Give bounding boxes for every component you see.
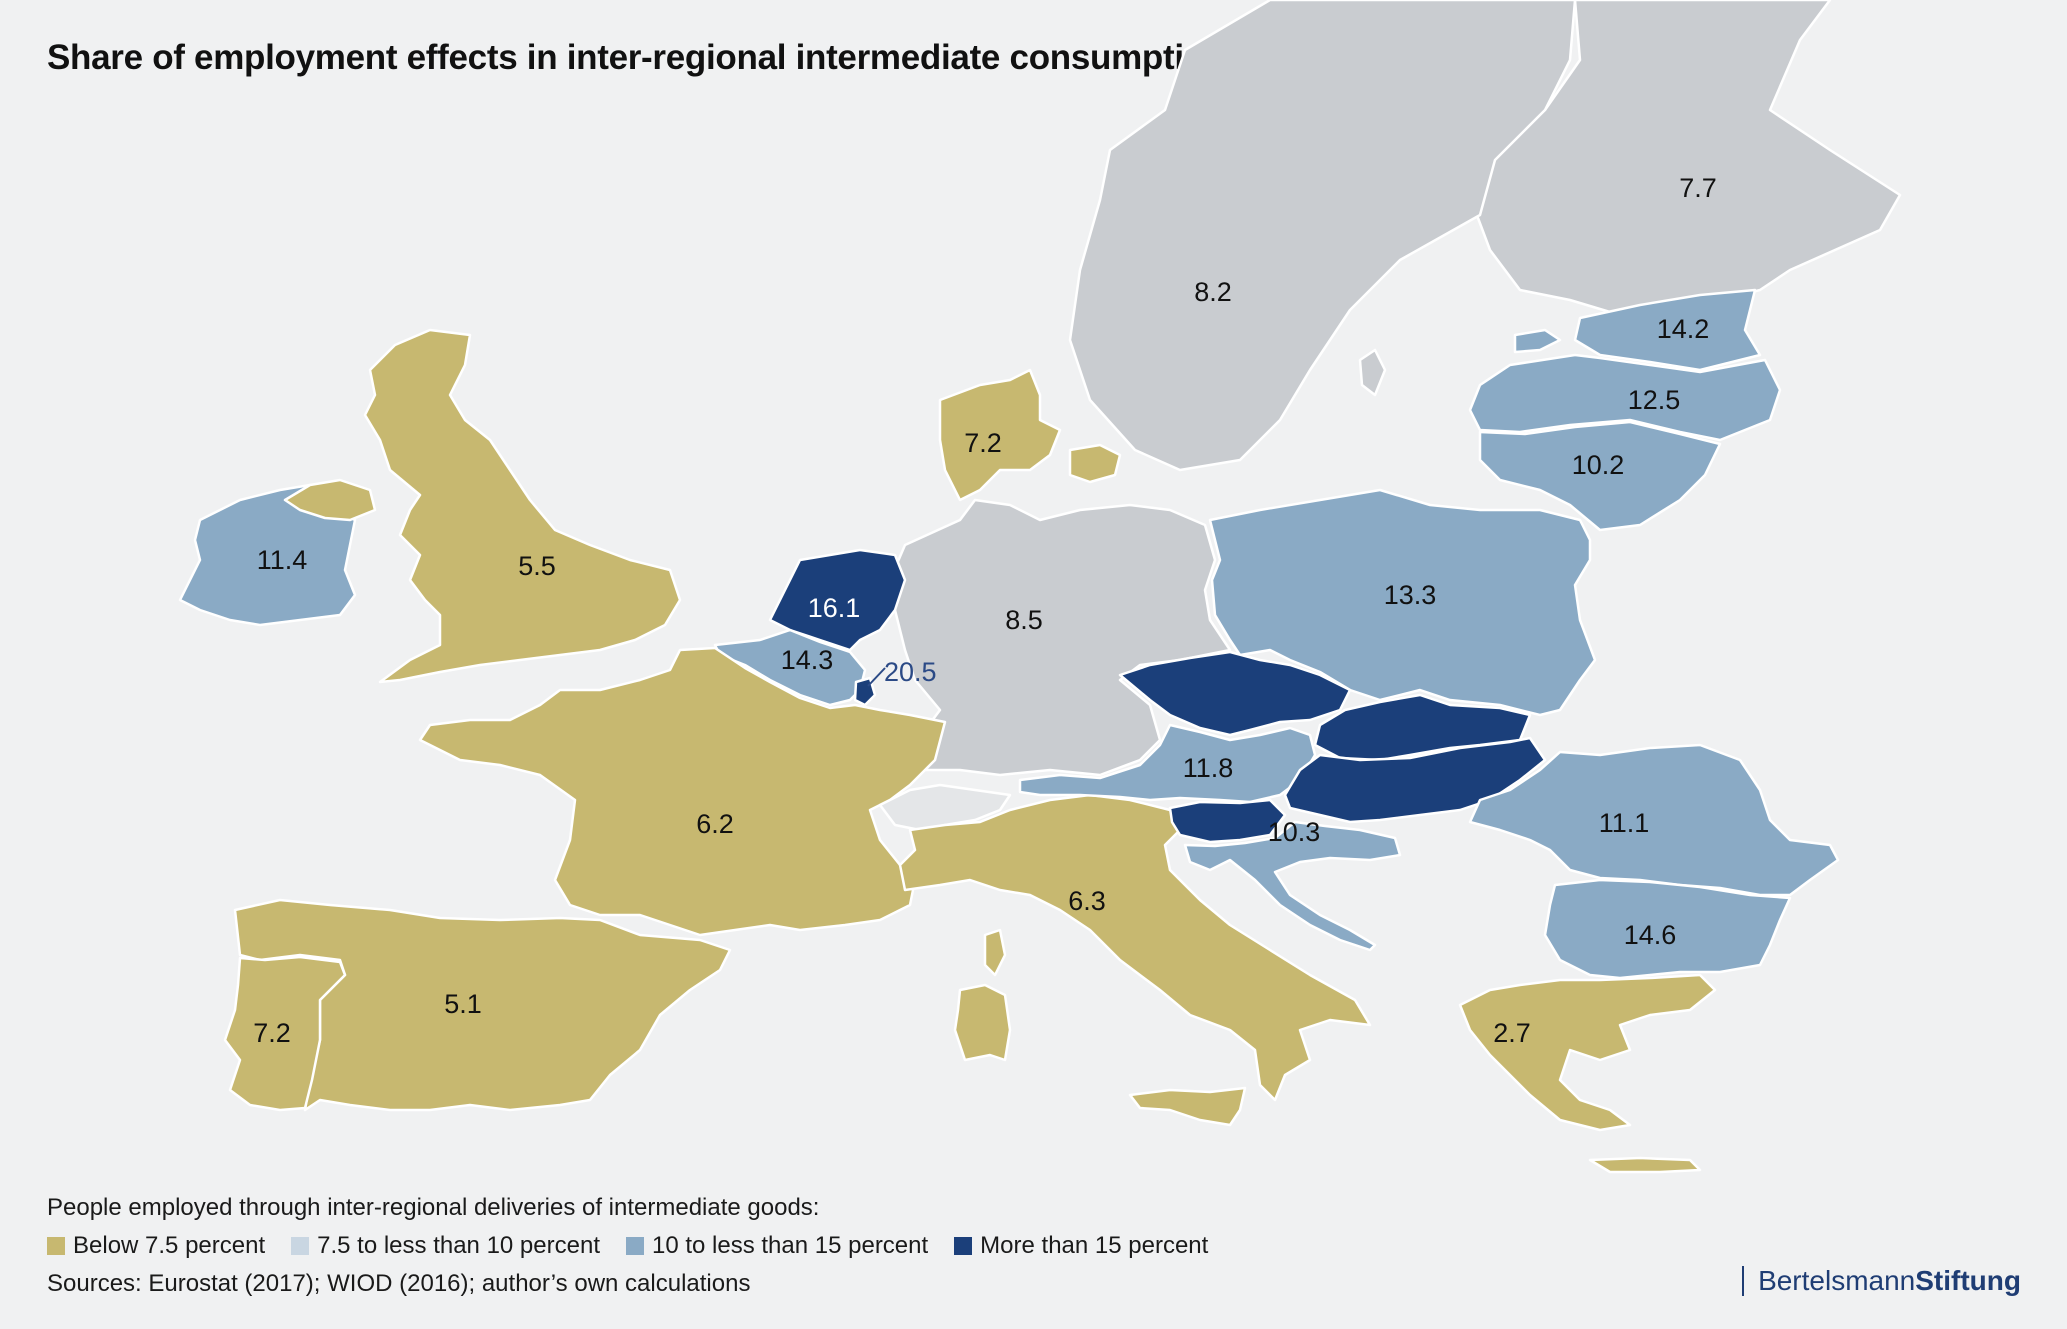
legend-heading: People employed through inter-regional d… xyxy=(47,1194,820,1221)
brand-part1: Bertelsmann xyxy=(1758,1265,1916,1296)
region-uk xyxy=(363,328,682,684)
label-lithuania: 10.2 xyxy=(1572,450,1625,480)
region-corsica xyxy=(983,928,1007,977)
region-czech xyxy=(1118,650,1352,737)
legend-item-below-7-5: Below 7.5 percent xyxy=(47,1232,265,1260)
label-italy: 6.3 xyxy=(1068,886,1106,916)
legend-label: Below 7.5 percent xyxy=(73,1232,266,1259)
label-belgium: 14.3 xyxy=(781,645,834,675)
legend-swatch xyxy=(47,1237,65,1255)
legend-item-more-15: More than 15 percent xyxy=(954,1232,1208,1260)
brand-logo: BertelsmannStiftung xyxy=(1742,1266,2021,1296)
legend: Below 7.5 percent 7.5 to less than 10 pe… xyxy=(47,1232,1234,1260)
region-gotland xyxy=(1358,348,1387,397)
label-finland: 7.7 xyxy=(1679,173,1717,203)
label-netherlands: 16.1 xyxy=(808,593,861,623)
label-uk: 5.5 xyxy=(518,551,556,581)
legend-item-10-to-15: 10 to less than 15 percent xyxy=(625,1232,929,1260)
region-portugal xyxy=(223,955,347,1112)
region-denmark-islands xyxy=(1068,443,1122,484)
region-northern-ireland xyxy=(283,478,377,522)
label-bulgaria: 14.6 xyxy=(1624,920,1677,950)
region-greece xyxy=(1458,973,1717,1132)
legend-swatch xyxy=(291,1237,310,1255)
label-ireland: 11.4 xyxy=(257,545,308,575)
label-poland: 13.3 xyxy=(1384,580,1437,610)
region-sweden xyxy=(1068,0,1577,472)
region-estonia xyxy=(1573,288,1762,372)
legend-item-7-5-to-10: 7.5 to less than 10 percent xyxy=(291,1232,600,1260)
label-luxembourg: 20.5 xyxy=(884,657,937,687)
label-germany: 8.5 xyxy=(1005,605,1043,635)
region-poland xyxy=(1208,488,1597,717)
label-croatia: 10.3 xyxy=(1268,817,1321,847)
region-bulgaria xyxy=(1543,878,1792,980)
region-croatia xyxy=(1183,820,1402,952)
label-denmark: 7.2 xyxy=(964,428,1002,458)
luxembourg-leader-line xyxy=(867,667,886,687)
legend-swatch xyxy=(625,1237,644,1255)
legend-label: 7.5 to less than 10 percent xyxy=(317,1232,600,1259)
label-france: 6.2 xyxy=(696,809,734,839)
region-denmark xyxy=(938,368,1062,502)
label-romania: 11.1 xyxy=(1599,808,1650,838)
label-portugal: 7.2 xyxy=(253,1018,291,1048)
label-greece: 2.7 xyxy=(1493,1018,1531,1048)
legend-swatch xyxy=(954,1237,973,1255)
region-italy xyxy=(898,793,1372,1102)
region-estonia-island xyxy=(1513,328,1562,354)
label-estonia: 14.2 xyxy=(1657,314,1710,344)
region-germany xyxy=(888,498,1232,777)
legend-label: More than 15 percent xyxy=(980,1232,1209,1259)
brand-part2: Stiftung xyxy=(1915,1265,2021,1296)
region-france xyxy=(418,646,947,937)
region-austria xyxy=(1018,723,1317,804)
label-latvia: 12.5 xyxy=(1628,385,1681,415)
region-netherlands xyxy=(768,548,907,652)
region-slovenia xyxy=(1168,798,1287,844)
label-austria: 11.8 xyxy=(1183,753,1234,783)
sources-note: Sources: Eurostat (2017); WIOD (2016); a… xyxy=(47,1270,751,1297)
region-switzerland xyxy=(878,783,1012,832)
region-sardinia xyxy=(953,983,1012,1062)
region-sicily xyxy=(1128,1086,1247,1127)
region-lithuania xyxy=(1478,420,1722,532)
legend-label: 10 to less than 15 percent xyxy=(651,1232,929,1259)
region-romania xyxy=(1468,743,1840,897)
region-latvia xyxy=(1468,353,1782,442)
label-sweden: 8.2 xyxy=(1194,277,1232,307)
label-spain: 5.1 xyxy=(444,989,482,1019)
region-crete xyxy=(1588,1156,1702,1174)
